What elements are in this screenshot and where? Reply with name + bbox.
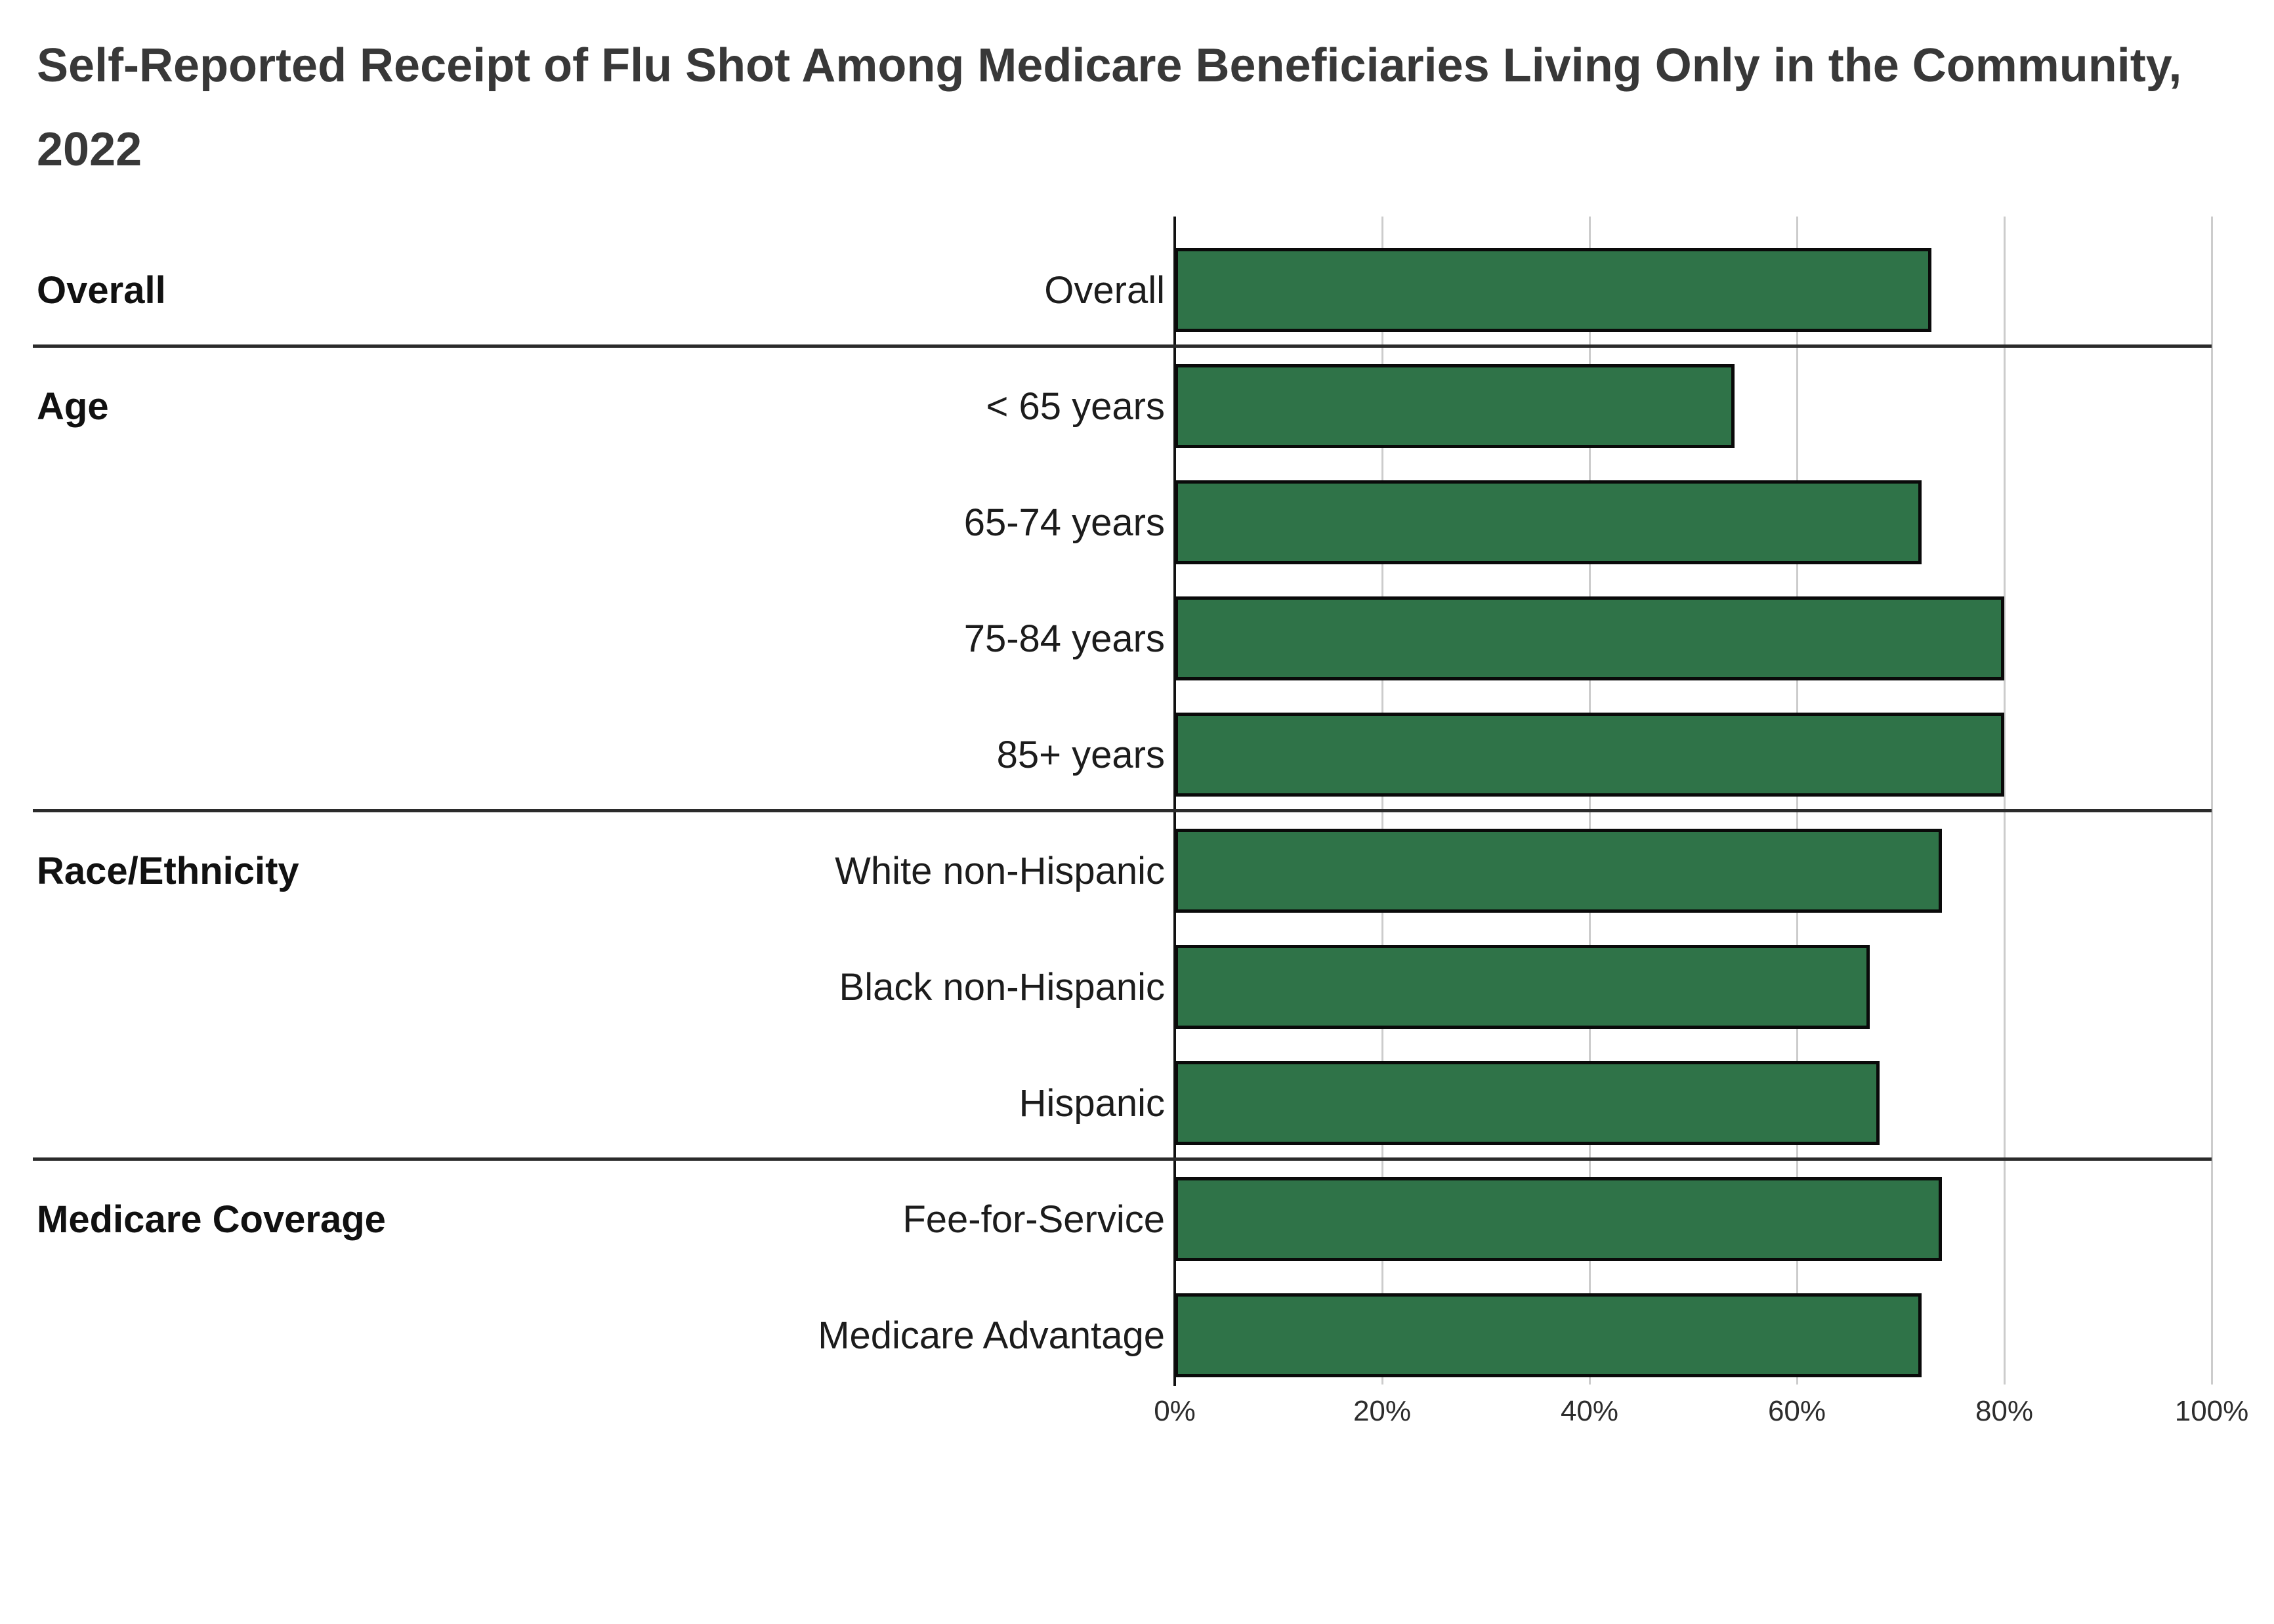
gridline-100pct: [2211, 217, 2213, 1385]
bar-65-74: [1175, 480, 1922, 564]
gridline-40pct: [1589, 217, 1591, 1385]
bar-85-plus: [1175, 713, 2004, 797]
group-label-race-ethnicity: Race/Ethnicity: [37, 849, 299, 892]
row-label-overall: Overall: [1044, 268, 1165, 312]
x-axis-tick-20: 20%: [1353, 1395, 1412, 1427]
row-label-white-non-hispanic: White non-Hispanic: [835, 849, 1165, 892]
group-separator: [33, 809, 2212, 812]
bar-fee-for-service: [1175, 1177, 1943, 1261]
row-label-medicare-advantage: Medicare Advantage: [818, 1314, 1165, 1357]
group-separator: [33, 344, 2212, 348]
gridline-60pct: [1796, 217, 1798, 1385]
bar-black-non-hispanic: [1175, 945, 1870, 1029]
row-label-fee-for-service: Fee-for-Service: [902, 1197, 1165, 1241]
bar-hispanic: [1175, 1061, 1880, 1145]
row-label-hispanic: Hispanic: [1019, 1081, 1165, 1125]
x-axis-tick-100: 100%: [2174, 1395, 2249, 1427]
row-label-75-84: 75-84 years: [963, 617, 1165, 660]
x-axis-tick-80: 80%: [1975, 1395, 2034, 1427]
x-axis-tick-40: 40%: [1560, 1395, 1619, 1427]
row-label-under-65: < 65 years: [986, 385, 1165, 428]
bar-overall: [1175, 248, 1932, 332]
bar-75-84: [1175, 596, 2004, 680]
bar-medicare-advantage: [1175, 1293, 1922, 1377]
row-label-black-non-hispanic: Black non-Hispanic: [839, 965, 1165, 1009]
group-label-age: Age: [37, 385, 109, 428]
bar-white-non-hispanic: [1175, 829, 1943, 913]
group-label-medicare-coverage: Medicare Coverage: [37, 1197, 386, 1241]
bar-under-65: [1175, 364, 1735, 448]
plot-area: [1175, 217, 2212, 1386]
row-label-65-74: 65-74 years: [963, 501, 1165, 544]
gridline-20pct: [1381, 217, 1383, 1385]
chart-title: Self-Reported Receipt of Flu Shot Among …: [37, 39, 2182, 176]
row-label-85-plus: 85+ years: [996, 733, 1165, 776]
group-label-overall: Overall: [37, 268, 166, 312]
x-axis-tick-0: 0%: [1154, 1395, 1196, 1427]
group-separator: [33, 1157, 2212, 1161]
gridline-80pct: [2004, 217, 2006, 1385]
x-axis-tick-60: 60%: [1767, 1395, 1826, 1427]
y-axis-line: [1173, 217, 1176, 1386]
